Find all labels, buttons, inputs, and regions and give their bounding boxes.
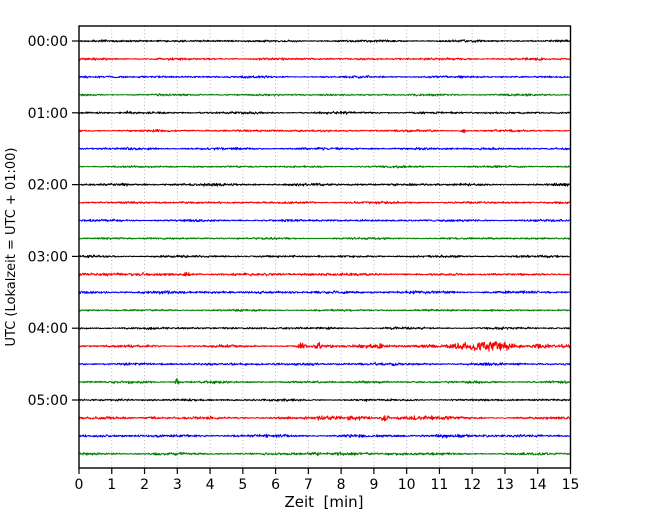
x-tick-label-12: 12 xyxy=(463,477,481,493)
x-tick-label-10: 10 xyxy=(398,477,416,493)
trace-03:15 xyxy=(78,271,571,277)
y-axis-label: UTC (Lokalzeit = UTC + 01:00) xyxy=(4,148,19,347)
trace-03:30 xyxy=(78,290,571,295)
trace-02:15 xyxy=(78,200,571,205)
y-tick-label-04:00: 04:00 xyxy=(28,321,68,337)
trace-01:30 xyxy=(78,146,571,151)
x-tick-label-7: 7 xyxy=(304,477,313,493)
y-tick-label-03:00: 03:00 xyxy=(28,249,68,265)
x-tick-label-4: 4 xyxy=(206,477,215,493)
x-tick-label-5: 5 xyxy=(238,477,247,493)
trace-04:45 xyxy=(78,377,571,385)
trace-01:00 xyxy=(78,110,571,115)
trace-04:00 xyxy=(78,326,571,331)
x-tick-label-1: 1 xyxy=(107,477,116,493)
trace-05:00 xyxy=(78,398,571,402)
trace-00:15 xyxy=(78,57,571,61)
x-tick-label-14: 14 xyxy=(529,477,547,493)
y-tick-label-05:00: 05:00 xyxy=(28,393,68,409)
trace-05:30 xyxy=(78,433,571,439)
plot-border xyxy=(78,25,572,469)
trace-05:45 xyxy=(78,451,571,456)
gridlines xyxy=(111,26,539,468)
trace-01:45 xyxy=(78,165,571,169)
x-tick-label-3: 3 xyxy=(173,477,182,493)
trace-00:00 xyxy=(78,39,571,43)
x-axis-label: Zeit [min] xyxy=(284,493,363,511)
y-tick-label-00:00: 00:00 xyxy=(28,34,68,50)
x-tick-label-2: 2 xyxy=(140,477,149,493)
trace-03:00 xyxy=(78,254,571,259)
trace-00:45 xyxy=(78,93,571,97)
trace-02:45 xyxy=(78,236,571,241)
x-tick-label-0: 0 xyxy=(75,477,84,493)
trace-03:45 xyxy=(78,308,571,312)
x-axis: 0 1 2 3 4 5 6 7 8 9 10 11 12 13 14 15 xyxy=(75,468,580,493)
x-tick-label-8: 8 xyxy=(337,477,346,493)
trace-04:30 xyxy=(78,361,571,367)
y-tick-label-02:00: 02:00 xyxy=(28,178,68,194)
trace-04:15 xyxy=(78,341,571,352)
x-tick-label-9: 9 xyxy=(369,477,378,493)
trace-01:15 xyxy=(78,128,571,134)
x-tick-label-15: 15 xyxy=(562,477,580,493)
y-axis: 00:00 01:00 02:00 03:00 04:00 05:00 xyxy=(28,34,79,409)
y-tick-label-01:00: 01:00 xyxy=(28,106,68,122)
x-tick-label-13: 13 xyxy=(496,477,514,493)
trace-lines xyxy=(78,39,571,456)
x-tick-label-6: 6 xyxy=(271,477,280,493)
trace-00:30 xyxy=(78,75,571,79)
trace-05:15 xyxy=(78,415,571,422)
x-tick-label-11: 11 xyxy=(431,477,449,493)
trace-02:30 xyxy=(78,218,571,223)
trace-02:00 xyxy=(78,182,571,187)
